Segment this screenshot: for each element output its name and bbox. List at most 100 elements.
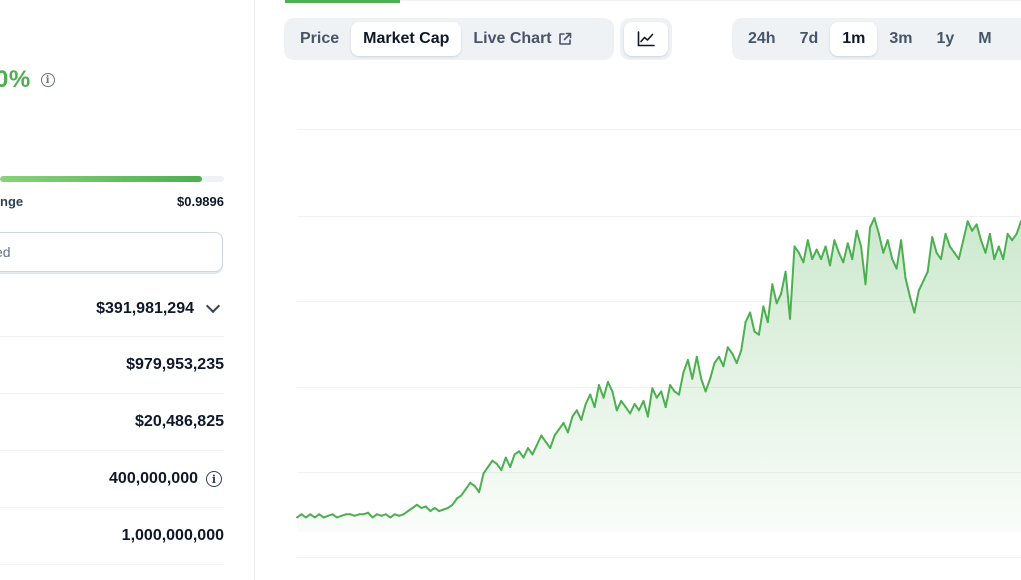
chart-point [842, 261, 845, 264]
chart-point [411, 506, 414, 509]
active-tab-indicator [285, 0, 400, 3]
chart-point [713, 362, 716, 364]
chart-point [313, 516, 316, 519]
range-3m-button[interactable]: 3m [889, 30, 913, 47]
info-icon[interactable]: i [206, 471, 222, 487]
price-range-fill [0, 176, 202, 182]
chart-point [846, 242, 849, 245]
chart-point [407, 510, 409, 513]
chart-tabs: Price Market Cap Live Chart [284, 18, 614, 60]
chart-point [993, 258, 996, 261]
chart-point [971, 229, 974, 232]
chart-point [478, 491, 481, 494]
chart-point [731, 352, 734, 355]
chart-point [393, 513, 396, 516]
chart-point [549, 447, 552, 450]
chart-point [775, 302, 778, 305]
chart-point [935, 251, 938, 254]
chart-point [469, 481, 472, 484]
chart-point [500, 469, 503, 472]
chart-point [451, 503, 454, 506]
chart-point [624, 406, 627, 409]
chart-point [820, 258, 823, 261]
stat-row: 1,000,000,000 [0, 508, 224, 565]
chart-type-button[interactable] [624, 22, 668, 56]
chart-point [691, 377, 694, 380]
chart-point [722, 365, 725, 368]
chart-point [664, 406, 667, 409]
range-m-button[interactable]: M [978, 30, 992, 47]
chart-point [904, 277, 907, 279]
chart-point [322, 516, 325, 519]
stat-row: $20,486,825 [0, 394, 224, 451]
chart-point [415, 503, 418, 506]
chart-point [433, 506, 436, 509]
chart-point [962, 239, 965, 242]
stat-value: $979,953,235 [126, 356, 224, 373]
price-range-high: $0.9896 [177, 194, 224, 209]
chart-point [762, 305, 765, 308]
chart-point [424, 505, 427, 508]
chart-point [429, 510, 432, 513]
chart-point [815, 248, 818, 251]
stat-row-market-cap[interactable]: $391,981,294 [0, 281, 224, 337]
chart-point [442, 508, 445, 511]
range-7d-button[interactable]: 7d [799, 30, 819, 47]
chart-point [811, 258, 814, 261]
chart-point [482, 472, 485, 475]
range-1y-button[interactable]: 1y [936, 30, 955, 47]
range-1m-button[interactable]: 1m [830, 22, 878, 56]
chart-point [327, 514, 330, 517]
chart-point [438, 510, 441, 513]
chart-gridline [297, 301, 1021, 302]
chart-point [447, 506, 449, 509]
chart-point [553, 434, 556, 437]
info-icon[interactable]: i [40, 73, 55, 87]
chart-point [931, 236, 934, 239]
tab-live-chart-label: Live Chart [473, 30, 552, 47]
chart-point [615, 409, 618, 412]
chart-point [646, 415, 649, 418]
chart-point [895, 267, 898, 270]
tab-market-cap[interactable]: Market Cap [351, 22, 462, 56]
stat-value: 1,000,000,000 [121, 527, 224, 544]
chart-point [655, 396, 658, 399]
range-select[interactable]: ed [0, 232, 223, 272]
range-24h-button[interactable]: 24h [748, 30, 776, 47]
chart-point [473, 484, 476, 487]
chart-point [984, 251, 987, 254]
stat-value: $391,981,294 [96, 299, 194, 317]
tab-price-label: Price [300, 30, 340, 47]
chart-point [855, 229, 858, 232]
chart-point [331, 513, 334, 516]
chart-point [869, 226, 871, 229]
chart-point [673, 390, 676, 393]
chart-point [953, 251, 956, 254]
tab-live-chart[interactable]: Live Chart [461, 22, 583, 56]
price-range-label: nge [0, 194, 24, 209]
chart-point [304, 516, 307, 519]
stats-list: $391,981,294 $979,953,235 $20,486,825 40… [0, 281, 224, 565]
chart-point [829, 264, 831, 267]
tab-price[interactable]: Price [288, 22, 351, 56]
chart-point [802, 261, 805, 264]
chart-point [682, 371, 685, 374]
chart-point [589, 393, 592, 396]
chart-point [513, 453, 516, 456]
chart-point [389, 516, 392, 519]
chart-point [860, 245, 863, 248]
chart-point [793, 245, 796, 248]
chart-point [695, 355, 698, 358]
chart-point [562, 421, 565, 424]
chart-point [651, 387, 654, 390]
chart-type-toggle[interactable] [620, 18, 672, 60]
chart-point [784, 270, 787, 273]
chart-point [460, 494, 463, 497]
chart-point [540, 434, 543, 437]
chart-point [726, 346, 729, 349]
stat-row: 400,000,000 i [0, 451, 224, 508]
chart-point [629, 412, 632, 415]
chart-point [620, 399, 623, 402]
chart-point [602, 396, 605, 399]
